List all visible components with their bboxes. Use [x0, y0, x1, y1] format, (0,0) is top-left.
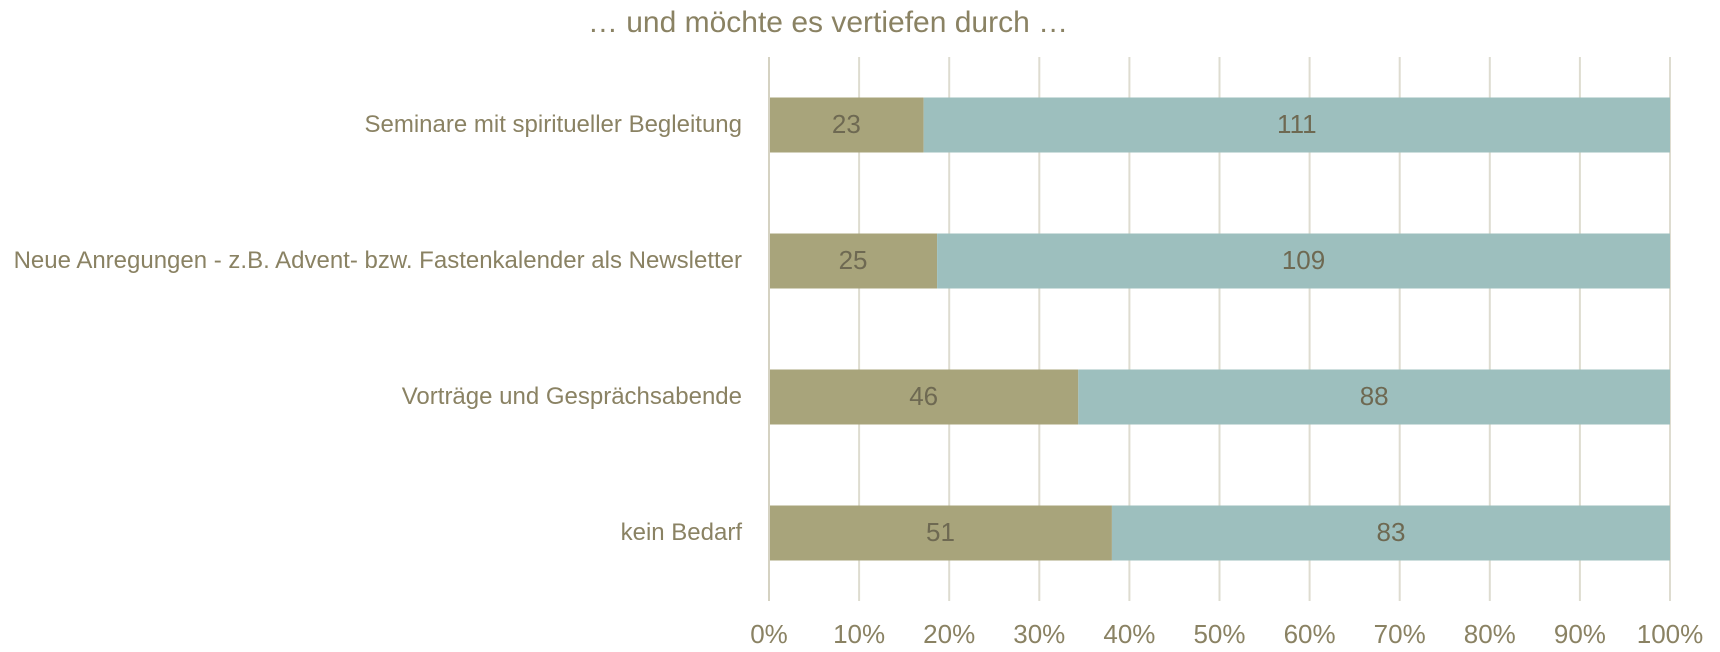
data-label: 109	[1282, 245, 1325, 275]
bar-segment	[769, 505, 1112, 561]
x-tick-label: 70%	[1374, 619, 1426, 649]
x-tick-label: 90%	[1554, 619, 1606, 649]
bar-segment	[1111, 505, 1670, 561]
x-tick-label: 20%	[923, 619, 975, 649]
x-tick-label: 40%	[1103, 619, 1155, 649]
data-label: 51	[926, 517, 955, 547]
x-tick-label: 30%	[1013, 619, 1065, 649]
data-label: 46	[909, 381, 938, 411]
y-tick-label-box: kein Bedarf	[4, 517, 742, 549]
x-tick-label: 10%	[833, 619, 885, 649]
x-tick-label: 100%	[1637, 619, 1704, 649]
data-label: 88	[1360, 381, 1389, 411]
bar-segment	[923, 97, 1670, 153]
data-label: 25	[839, 245, 868, 275]
y-tick-label-box: Seminare mit spiritueller Begleitung	[4, 109, 742, 141]
x-tick-label: 0%	[750, 619, 788, 649]
bar-segment	[769, 97, 924, 153]
x-tick-label: 80%	[1464, 619, 1516, 649]
bar-segment	[937, 233, 1670, 289]
data-label: 111	[1277, 109, 1317, 139]
y-tick-label-box: Neue Anregungen - z.B. Advent- bzw. Fast…	[4, 245, 742, 277]
y-tick-label: Seminare mit spiritueller Begleitung	[364, 111, 742, 138]
y-tick-label: kein Bedarf	[620, 519, 742, 546]
bar-segment	[769, 369, 1079, 425]
data-label: 23	[832, 109, 861, 139]
y-tick-label-box: Vorträge und Gesprächsabende	[4, 381, 742, 413]
x-tick-label: 50%	[1193, 619, 1245, 649]
chart-title: … und möchte es vertiefen durch …	[588, 6, 1068, 39]
y-tick-label: Vorträge und Gesprächsabende	[401, 383, 742, 410]
bar-segment	[1078, 369, 1670, 425]
data-label: 83	[1376, 517, 1405, 547]
bar-segment	[769, 233, 938, 289]
y-tick-label: Neue Anregungen - z.B. Advent- bzw. Fast…	[13, 247, 742, 274]
x-tick-label: 60%	[1284, 619, 1336, 649]
